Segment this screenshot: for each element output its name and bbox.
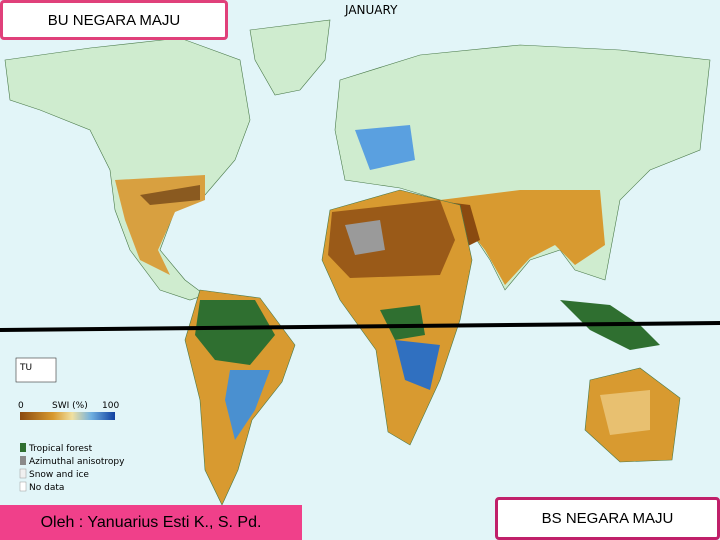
australia-interior bbox=[600, 390, 650, 435]
africa-wet bbox=[395, 340, 440, 390]
bottom-label: BS NEGARA MAJU bbox=[495, 497, 720, 540]
legend-scale bbox=[20, 412, 115, 420]
equator-line bbox=[0, 321, 720, 332]
north-america bbox=[4, 37, 251, 301]
congo-forest bbox=[380, 305, 425, 340]
legend-max: 100 bbox=[102, 401, 119, 411]
legend-item: Snow and ice bbox=[29, 470, 89, 480]
sahara-no-data bbox=[345, 220, 385, 255]
amazon-forest bbox=[195, 300, 275, 365]
north-america-arid bbox=[140, 185, 200, 205]
greenland bbox=[249, 19, 331, 96]
legend-logo-box bbox=[15, 357, 57, 383]
legend-item: No data bbox=[29, 483, 64, 493]
top-label: BU NEGARA MAJU bbox=[0, 0, 228, 40]
month-label: JANUARY bbox=[344, 3, 398, 17]
europe-wet bbox=[355, 125, 415, 170]
legend-item: Tropical forest bbox=[28, 444, 93, 454]
sahara bbox=[328, 200, 455, 278]
south-america-wet bbox=[225, 370, 270, 440]
eurasia bbox=[334, 44, 711, 291]
legend-min: 0 bbox=[18, 401, 24, 411]
legend-item: Azimuthal anisotropy bbox=[29, 457, 125, 467]
legend-label: SWI (%) bbox=[52, 401, 88, 411]
legend-logo: TU bbox=[19, 363, 32, 373]
legend-swatch bbox=[19, 481, 27, 492]
legend-swatch bbox=[20, 456, 26, 465]
author-label: Oleh : Yanuarius Esti K., S. Pd. bbox=[0, 505, 302, 540]
legend-swatch bbox=[19, 468, 27, 479]
asia-dry bbox=[440, 190, 605, 285]
legend-swatch bbox=[20, 443, 26, 452]
